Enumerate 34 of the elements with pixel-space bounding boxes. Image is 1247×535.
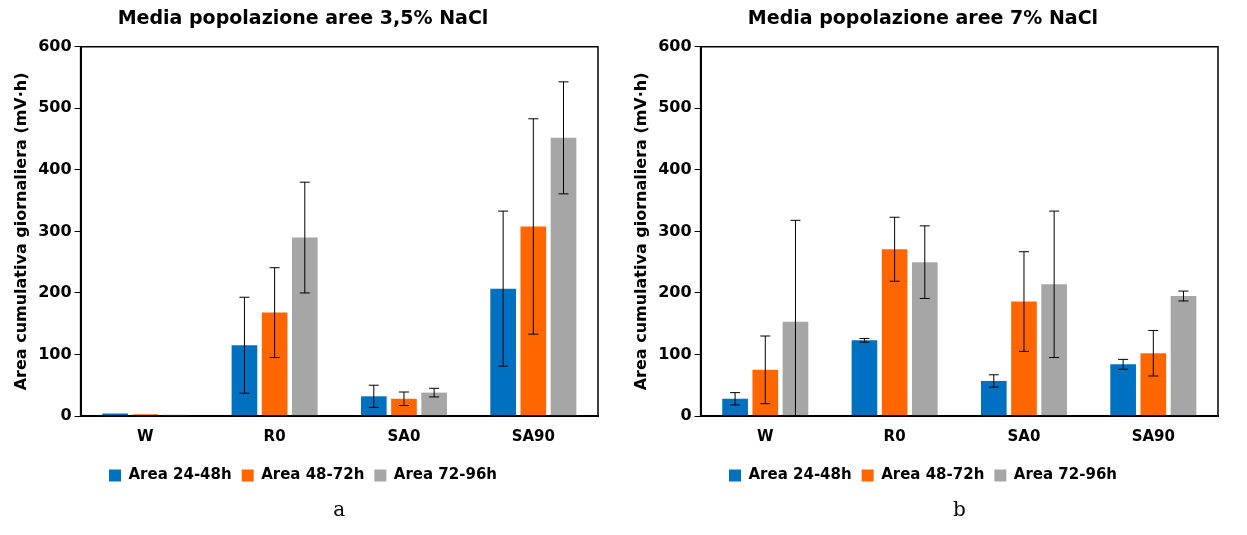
x-tick-label: SA0 bbox=[1007, 426, 1041, 445]
y-tick-label: 500 bbox=[38, 97, 72, 117]
y-tick-label: 500 bbox=[658, 97, 692, 117]
x-tick-label: SA90 bbox=[511, 426, 555, 445]
y-tick-label: 600 bbox=[38, 35, 72, 55]
x-tick-label: R0 bbox=[883, 426, 906, 445]
legend-label: Area 24-48h bbox=[128, 465, 232, 484]
y-tick-label: 0 bbox=[60, 405, 72, 425]
x-tick-label: W bbox=[757, 426, 774, 445]
text: a bbox=[333, 497, 346, 522]
legend-label: Area 72-96h bbox=[1013, 465, 1118, 484]
y-tick-label: 400 bbox=[658, 159, 692, 179]
chart-title: Media popolazione aree 7% NaCl bbox=[747, 6, 1099, 29]
legend-label: Area 24-48h bbox=[748, 465, 852, 484]
chart-title: Media popolazione aree 3,5% NaCl bbox=[117, 6, 489, 29]
y-tick-label: 200 bbox=[38, 282, 72, 302]
y-tick-label: 200 bbox=[658, 282, 692, 302]
y-tick-label: 300 bbox=[658, 220, 692, 240]
legend-label: Area 48-72h bbox=[881, 465, 985, 484]
text: b bbox=[952, 497, 966, 522]
y-tick-label: 600 bbox=[658, 35, 692, 55]
y-tick-label: 100 bbox=[658, 343, 692, 363]
x-tick-label: SA0 bbox=[387, 426, 421, 445]
y-tick-label: 400 bbox=[38, 159, 72, 179]
y-tick-label: 0 bbox=[680, 405, 692, 425]
x-tick-label: W bbox=[137, 426, 154, 445]
legend-label: Area 48-72h bbox=[261, 465, 365, 484]
y-tick-label: 300 bbox=[38, 220, 72, 240]
x-tick-label: R0 bbox=[263, 426, 286, 445]
legend-label: Area 72-96h bbox=[393, 465, 498, 484]
y-axis-title: Area cumulativa giornaliera (mV·h) bbox=[10, 72, 30, 391]
y-axis-title: Area cumulativa giornaliera (mV·h) bbox=[630, 72, 650, 391]
x-tick-label: SA90 bbox=[1131, 426, 1175, 445]
y-tick-label: 100 bbox=[38, 343, 72, 363]
